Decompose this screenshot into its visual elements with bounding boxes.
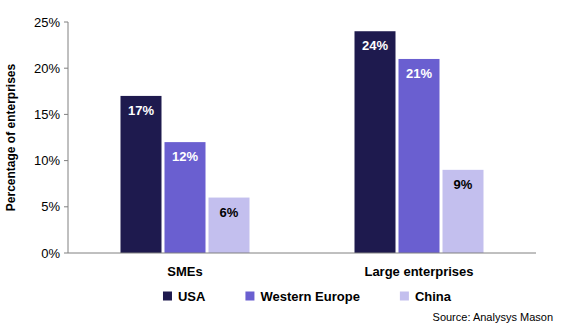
tick-mark: [64, 22, 68, 23]
tick-mark: [64, 253, 68, 254]
bar: [399, 59, 440, 253]
bar: [209, 198, 250, 253]
tick-mark: [64, 206, 68, 207]
legend-label: China: [415, 289, 452, 304]
legend-label: USA: [178, 289, 206, 304]
data-label: 9%: [454, 177, 473, 192]
bars: [121, 31, 484, 253]
tick-mark: [64, 114, 68, 115]
tick-mark: [64, 160, 68, 161]
tick-label: 25%: [34, 15, 60, 30]
data-label: 21%: [406, 66, 432, 81]
bar: [165, 142, 206, 253]
bar: [355, 31, 396, 253]
data-label: 17%: [128, 103, 154, 118]
tick-label: 20%: [34, 61, 60, 76]
legend-swatch: [245, 292, 254, 301]
bar: [121, 96, 162, 253]
axis-title: Percentage of enterprises: [4, 63, 18, 211]
source-note: Source: Analysys Mason: [433, 311, 553, 323]
data-label: 12%: [172, 149, 198, 164]
data-labels: 17% 12% 6% 24% 21% 9%: [128, 38, 473, 219]
y-axis: [68, 22, 69, 253]
x-axis: [68, 253, 536, 254]
legend-label: Western Europe: [260, 289, 359, 304]
tick-label: 10%: [34, 153, 60, 168]
category-label: SMEs: [167, 264, 202, 279]
legend-swatch: [400, 292, 409, 301]
tick-label: 15%: [34, 107, 60, 122]
category-label: Large enterprises: [364, 264, 473, 279]
legend: USA Western Europe China: [163, 289, 452, 304]
tick-mark: [64, 68, 68, 69]
bar: [443, 170, 484, 253]
tick-label: 0%: [41, 246, 60, 261]
data-label: 24%: [362, 38, 388, 53]
legend-swatch: [163, 292, 172, 301]
tick-label: 5%: [41, 199, 60, 214]
chart: 0% 5% 10% 15% 20% 25% Percentage of enterprise…: [0, 0, 563, 327]
data-label: 6%: [220, 205, 239, 220]
